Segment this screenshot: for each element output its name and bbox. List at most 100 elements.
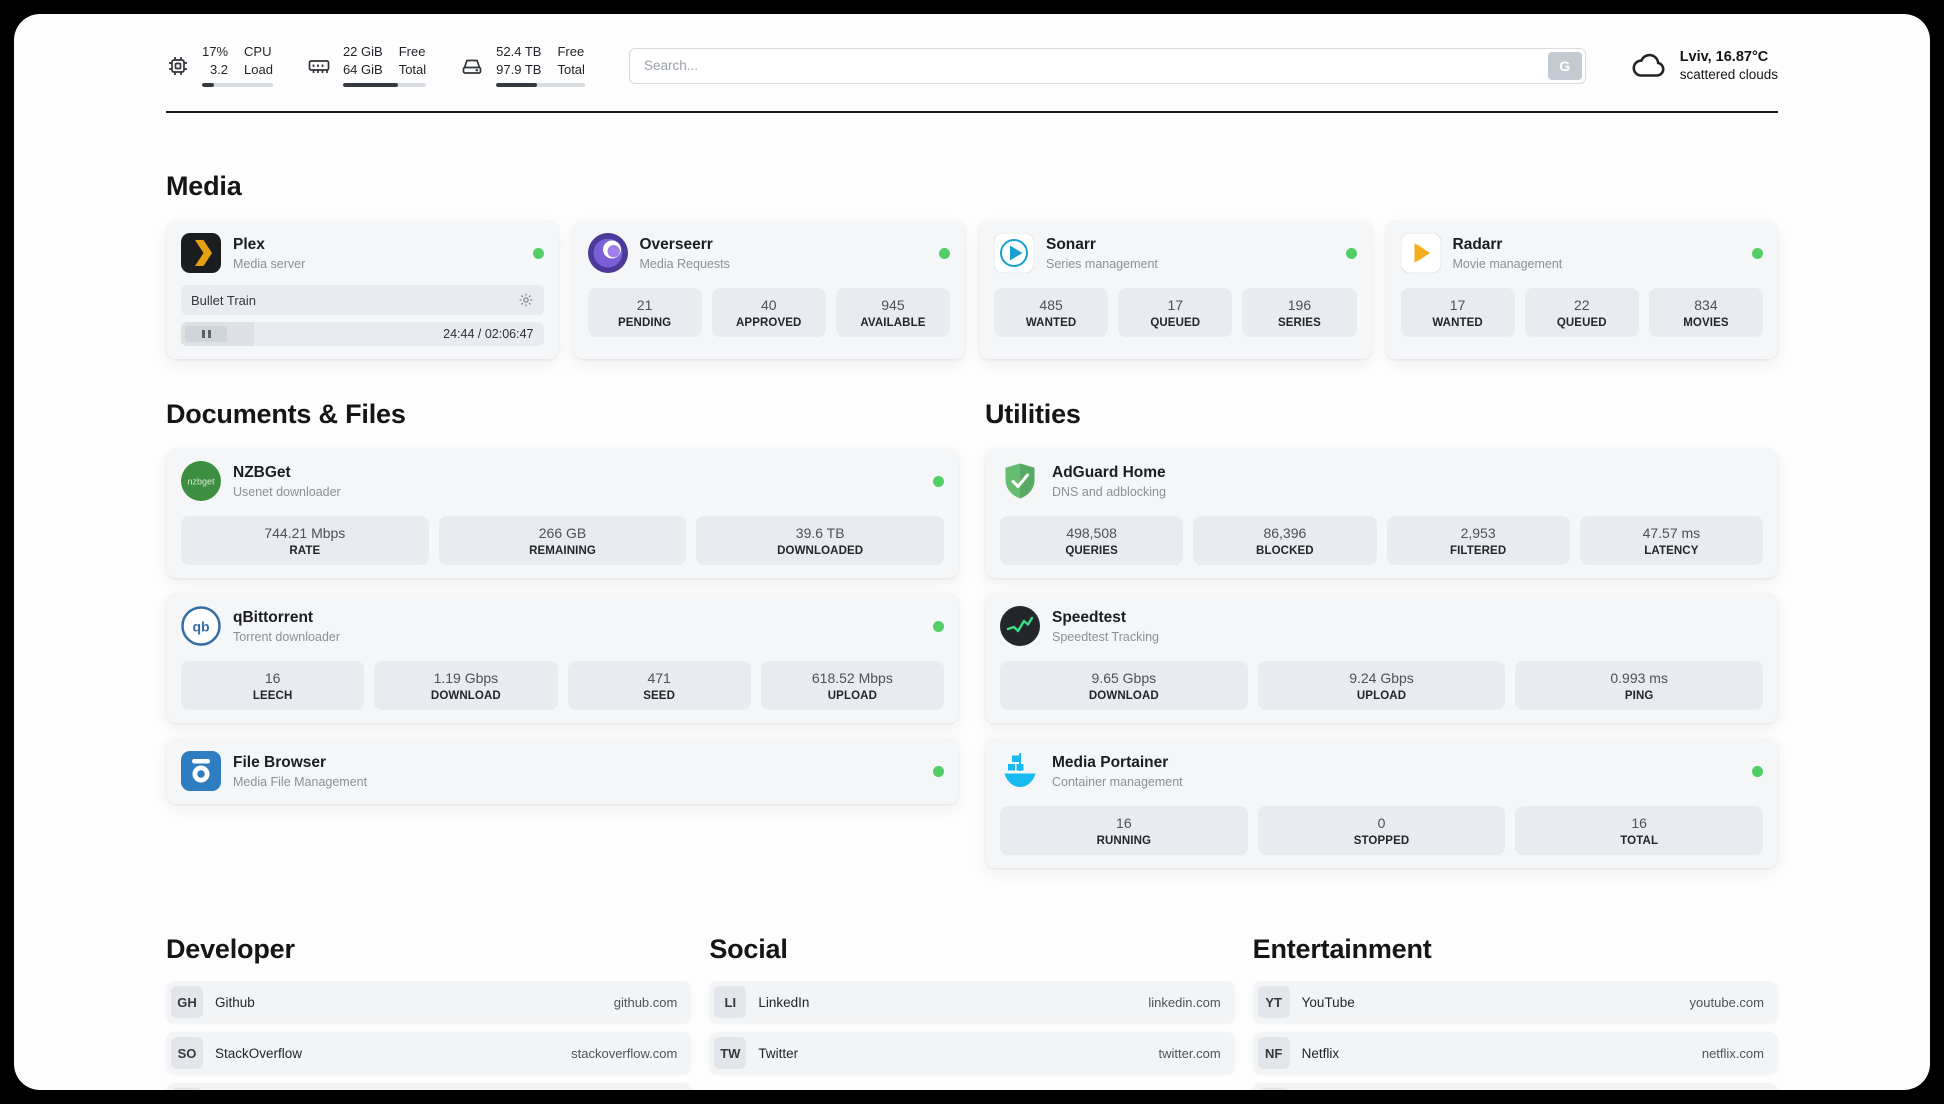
bookmark-netflix[interactable]: NF Netflix netflix.com: [1252, 1032, 1778, 1074]
disk-free-label: Free: [557, 44, 585, 59]
system-metrics: 17% 3.2 CPU Load: [166, 44, 585, 87]
sonarr-icon: [994, 233, 1034, 273]
app-subtitle: Media Requests: [639, 256, 730, 271]
app-name: AdGuard Home: [1052, 463, 1166, 481]
file-browser-icon: [181, 751, 221, 791]
bookmark-github[interactable]: GH Github github.com: [166, 981, 692, 1023]
stat-available: 945 AVAILABLE: [835, 288, 951, 337]
app-subtitle: Media server: [233, 256, 306, 271]
documents-section-title: Documents & Files: [166, 399, 406, 429]
netflix-icon: NF: [1257, 1037, 1290, 1069]
stat-movies: 834 MOVIES: [1648, 288, 1764, 337]
social-section-title: Social: [709, 934, 788, 964]
developer-section-title: Developer: [166, 934, 295, 964]
entertainment-section-title: Entertainment: [1252, 934, 1432, 964]
speedtest-icon: [1000, 606, 1040, 646]
stat-downloaded: 39.6 TB DOWNLOADED: [696, 516, 945, 565]
gear-icon[interactable]: [518, 292, 534, 308]
app-name: Plex: [233, 235, 265, 253]
cpu-metric: 17% 3.2 CPU Load: [166, 44, 273, 87]
app-subtitle: Movie management: [1452, 256, 1563, 271]
pause-icon[interactable]: [185, 326, 227, 342]
ram-icon: [307, 54, 331, 78]
card-qbittorrent[interactable]: qb qBittorrent Torrent downloader 16 LEE…: [166, 593, 959, 723]
status-dot: [933, 620, 944, 632]
stackoverflow-icon: SO: [171, 1037, 203, 1069]
bookmark-youtube[interactable]: YT YouTube youtube.com: [1252, 981, 1778, 1023]
disk-metric: 52.4 TB 97.9 TB Free Total: [460, 44, 585, 87]
card-overseerr[interactable]: Overseerr Media Requests 21 PENDING 40 A…: [572, 220, 965, 359]
stat-queued: 22 QUEUED: [1524, 288, 1639, 337]
now-playing-title: Bullet Train: [191, 292, 257, 308]
status-dot: [532, 247, 544, 259]
bookmark-stackoverflow[interactable]: SO StackOverflow stackoverflow.com: [166, 1032, 692, 1074]
dashboard-page: 17% 3.2 CPU Load: [14, 14, 1930, 1090]
card-plex[interactable]: Plex Media server Bullet Train: [166, 220, 559, 359]
bookmark-linkedin[interactable]: LI LinkedIn linkedin.com: [709, 981, 1235, 1023]
app-subtitle: Media File Management: [233, 774, 368, 789]
search-engine-button[interactable]: G: [1547, 51, 1582, 80]
app-subtitle: Container management: [1052, 774, 1183, 789]
playback-progress-bar[interactable]: 24:44 / 02:06:47: [181, 322, 544, 346]
bookmark-twitter[interactable]: TW Twitter twitter.com: [709, 1032, 1235, 1074]
stat-download: 9.65 Gbps DOWNLOAD: [1000, 661, 1248, 710]
card-adguard-home[interactable]: AdGuard Home DNS and adblocking 498,508 …: [985, 448, 1778, 578]
social-section: Social LI LinkedIn linkedin.com TW Twitt…: [709, 934, 1235, 1090]
app-name: Radarr: [1452, 235, 1503, 253]
stat-wanted: 17 WANTED: [1400, 288, 1515, 337]
overseerr-icon: [587, 233, 628, 273]
app-name: Overseerr: [639, 235, 713, 253]
stat-leech: 16 LEECH: [181, 661, 365, 710]
stat-approved: 40 APPROVED: [711, 288, 826, 337]
card-nzbget[interactable]: nzbget NZBGet Usenet downloader 744.21 M…: [166, 448, 959, 578]
app-name: qBittorrent: [233, 608, 314, 626]
app-name: Media Portainer: [1052, 753, 1169, 771]
github-icon: GH: [171, 986, 203, 1018]
disk-icon: [460, 54, 484, 78]
app-subtitle: Speedtest Tracking: [1052, 629, 1160, 644]
stat-seed: 471 SEED: [567, 661, 751, 710]
bookmark-reddit[interactable]: RE Reddit reddit.com: [1252, 1083, 1778, 1090]
card-radarr[interactable]: Radarr Movie management 17 WANTED 22 QUE…: [1385, 220, 1778, 359]
weather-location: Lviv, 16.87°C: [1679, 49, 1769, 65]
status-dot: [933, 765, 944, 777]
cpu-icon: [166, 54, 190, 78]
stat-rate: 744.21 Mbps RATE: [181, 516, 429, 565]
stat-wanted: 485 WANTED: [994, 288, 1109, 337]
search-bar: G: [628, 47, 1586, 84]
utilities-section-title: Utilities: [985, 399, 1081, 429]
ram-total-label: Total: [398, 62, 427, 77]
now-playing-row: Bullet Train: [181, 285, 544, 315]
card-speedtest[interactable]: Speedtest Speedtest Tracking 9.65 Gbps D…: [985, 593, 1778, 723]
documents-section: Documents & Files nzbget NZBGet Usenet d…: [166, 399, 959, 804]
app-name: NZBGet: [233, 463, 291, 481]
ram-free-value: 22 GiB: [342, 44, 383, 59]
ram-progress-bar: [342, 83, 427, 87]
status-dot: [939, 247, 950, 259]
weather-widget[interactable]: Lviv, 16.87°C scattered clouds: [1630, 47, 1778, 85]
stat-filtered: 2,953 FILTERED: [1386, 516, 1570, 565]
stat-queries: 498,508 QUERIES: [1000, 516, 1184, 565]
adguard-icon: [1000, 461, 1040, 501]
top-bar: 17% 3.2 CPU Load: [166, 44, 1778, 87]
entertainment-section: Entertainment YT YouTube youtube.com NF …: [1252, 934, 1778, 1090]
stat-remaining: 266 GB REMAINING: [438, 516, 687, 565]
card-sonarr[interactable]: Sonarr Series management 485 WANTED 17 Q…: [979, 220, 1372, 359]
media-section-title: Media: [166, 171, 242, 201]
card-media-portainer[interactable]: Media Portainer Container management 16 …: [985, 738, 1778, 868]
app-name: File Browser: [233, 753, 327, 771]
app-subtitle: DNS and adblocking: [1052, 484, 1166, 499]
card-file-browser[interactable]: File Browser Media File Management: [166, 738, 959, 804]
media-section: Media Plex Media server Bullet Train: [166, 171, 1778, 359]
disk-total-value: 97.9 TB: [496, 62, 542, 77]
cpu-usage-value: 17%: [202, 44, 229, 59]
stat-upload: 618.52 Mbps UPLOAD: [760, 661, 944, 710]
app-name: Sonarr: [1046, 235, 1096, 253]
cpu-progress-bar: [202, 83, 273, 87]
search-input[interactable]: [628, 47, 1586, 84]
bookmark-dev[interactable]: DT DEV dev.to: [166, 1083, 692, 1090]
portainer-icon: [1000, 751, 1040, 791]
stat-upload: 9.24 Gbps UPLOAD: [1257, 661, 1506, 710]
app-name: Speedtest: [1052, 608, 1127, 626]
